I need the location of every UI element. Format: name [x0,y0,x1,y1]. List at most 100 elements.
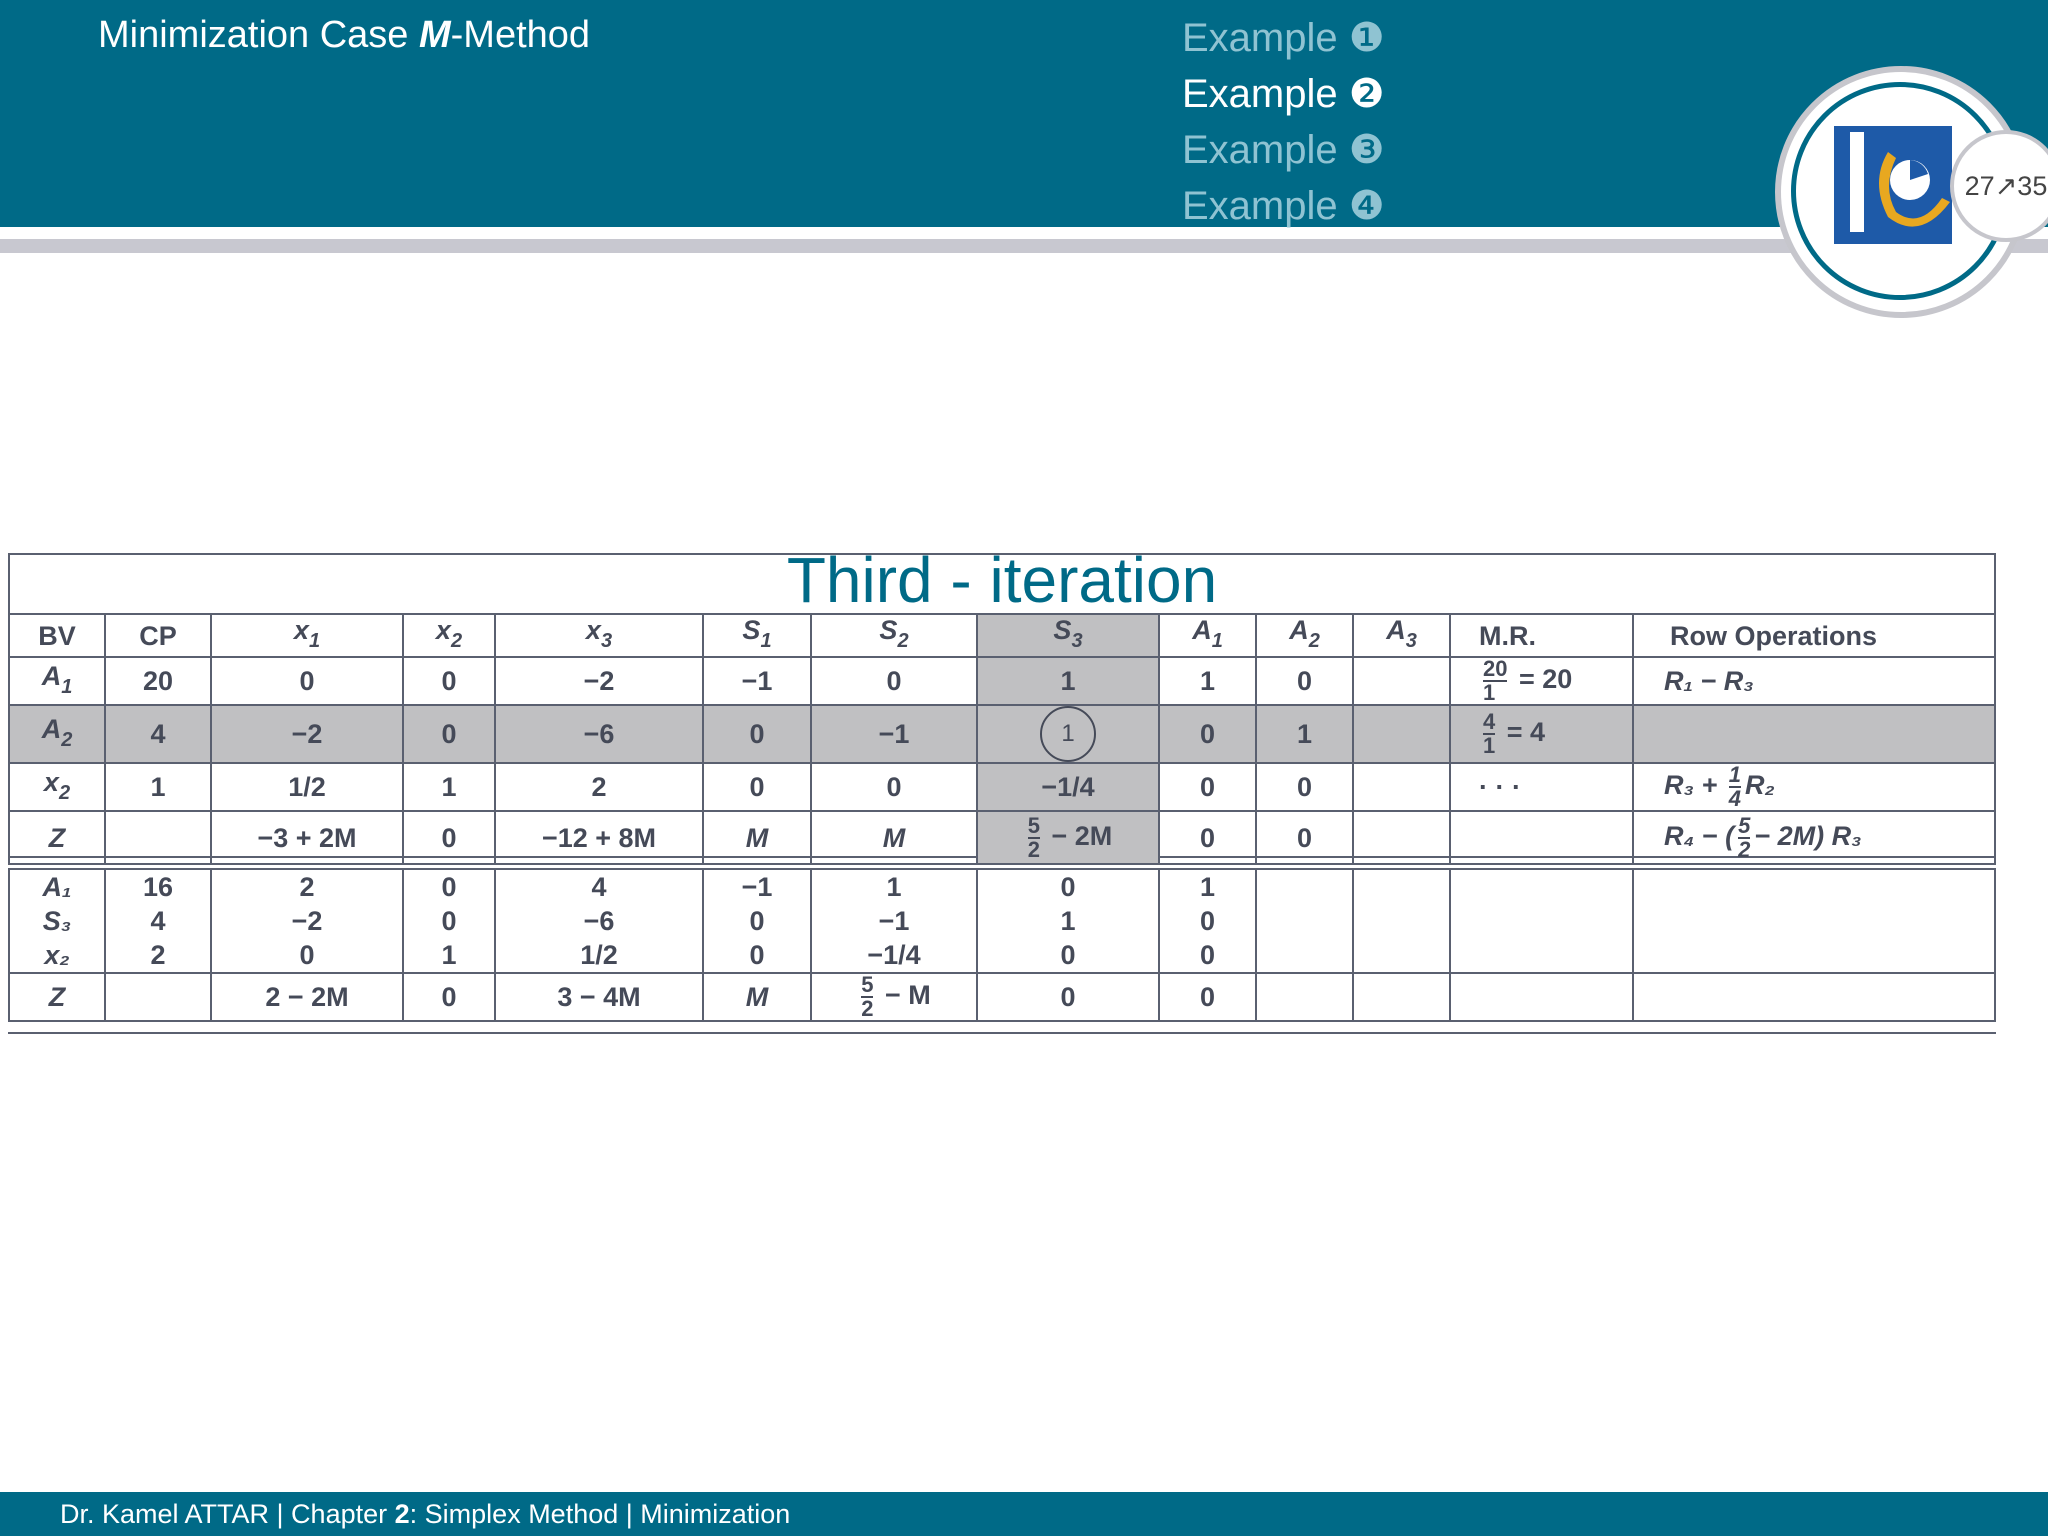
cell-x3: 2 [494,762,704,812]
cell-x1: 2 − 2M [210,972,404,1022]
cell-x3: −2 [494,656,704,706]
pivot-cell: 1 [976,704,1160,764]
cell-x2: 0 [402,704,496,764]
cell-s3: 1 [976,656,1160,706]
cell-cp: 4 [104,704,212,764]
cell-s2: −1 [810,704,978,764]
nav-example-1[interactable]: Example ❶ [1182,16,1385,60]
cell-bv: Z [8,810,106,865]
cell-cp [104,972,212,1022]
cell-a3 [1352,868,1451,974]
cell-x2: 0 [402,656,496,706]
cell-s2: 0 [810,656,978,706]
header-x2: x2 [402,613,496,658]
cell-a1: 0 [1158,972,1257,1022]
header-a2: A2 [1255,613,1354,658]
header-bv: BV [8,613,106,658]
cell-a3 [1352,704,1451,764]
cell-a3 [1352,810,1451,865]
cell-s1: −1 0 0 [702,868,812,974]
cell-a2: 0 [1255,762,1354,812]
cell-s2: 0 [810,762,978,812]
pivot-circle: 1 [1040,706,1096,762]
cell-x3: 4 −6 1/2 [494,868,704,974]
cell-row-op: R₃ + 1 4 R₂ [1632,762,1996,812]
cell-row-op [1632,972,1996,1022]
header-row-ops: Row Operations [1632,613,1996,658]
cell-a1: 0 [1158,762,1257,812]
cell-row-op [1632,704,1996,764]
cell-mr [1449,810,1634,865]
cell-a3 [1352,762,1451,812]
cell-bv: Z [8,972,106,1022]
cell-s2: M [810,810,978,865]
cell-mr: 20 1 = 20 [1449,656,1634,706]
cell-cp: 16 4 2 [104,868,212,974]
cell-x3: 3 − 4M [494,972,704,1022]
cell-s3: −1/4 [976,762,1160,812]
bottom-rule [8,1032,1996,1034]
cell-cp: 1 [104,762,212,812]
cell-s2: 1 −1 −1/4 [810,868,978,974]
cell-bv: A₁ S₃ x₂ [8,868,106,974]
cell-mr [1449,868,1634,974]
cell-a3 [1352,972,1451,1022]
simplex-tableau: BV CP x1 x2 x3 S1 S2 S3 A1 A2 A3 M.R. Ro… [8,613,1996,865]
cell-row-op: R₄ − (5 2− 2M) R₃ [1632,810,1996,865]
header-a1: A1 [1158,613,1257,658]
cell-x2: 1 [402,762,496,812]
cell-x3: −6 [494,704,704,764]
cell-a2: 1 [1255,704,1354,764]
header-s2: S2 [810,613,978,658]
cell-bv: x2 [8,762,106,812]
cell-x2: 0 [402,972,496,1022]
page-counter[interactable]: 27↗35 [1950,130,2048,242]
cell-a1: 0 [1158,810,1257,865]
cell-s1: −1 [702,656,812,706]
header-x1: x1 [210,613,404,658]
cell-s3: 0 [976,972,1160,1022]
header-stripe [0,227,2048,239]
header-bar [0,0,2048,227]
cell-bv: A1 [8,656,106,706]
table-row: A1 20 0 0 −2 −1 0 1 1 0 20 1 = 20 R₁ − R₃ [8,656,1996,706]
example-nav: Example ❶ Example ❷ Example ❸ Example ❹ [1182,10,1385,234]
iteration-title: Third - iteration [786,544,1218,616]
cell-s1: M [702,810,812,865]
header-s3: S3 [976,613,1160,658]
header-stripe-gray [0,239,2048,253]
cell-a2 [1255,868,1354,974]
cell-a1: 0 [1158,704,1257,764]
footer-bar: Dr. Kamel ATTAR | Chapter 2: Simplex Met… [0,1492,2048,1536]
cell-a1: 1 [1158,656,1257,706]
cell-s1: M [702,972,812,1022]
nav-example-4[interactable]: Example ❹ [1182,184,1385,228]
header-a3: A3 [1352,613,1451,658]
cell-mr [1449,972,1634,1022]
footer-text: Dr. Kamel ATTAR | Chapter 2: Simplex Met… [60,1499,791,1529]
cell-a2: 0 [1255,656,1354,706]
cell-a2: 0 [1255,810,1354,865]
header-x3: x3 [494,613,704,658]
cell-bv: A2 [8,704,106,764]
nav-example-3[interactable]: Example ❸ [1182,128,1385,172]
cell-s1: 0 [702,704,812,764]
cell-a2 [1255,972,1354,1022]
cell-x3: −12 + 8M [494,810,704,865]
cell-cp [104,810,212,865]
cell-cp: 20 [104,656,212,706]
cell-row-op: R₁ − R₃ [1632,656,1996,706]
cell-x1: 1/2 [210,762,404,812]
nav-example-2[interactable]: Example ❷ [1182,72,1385,116]
